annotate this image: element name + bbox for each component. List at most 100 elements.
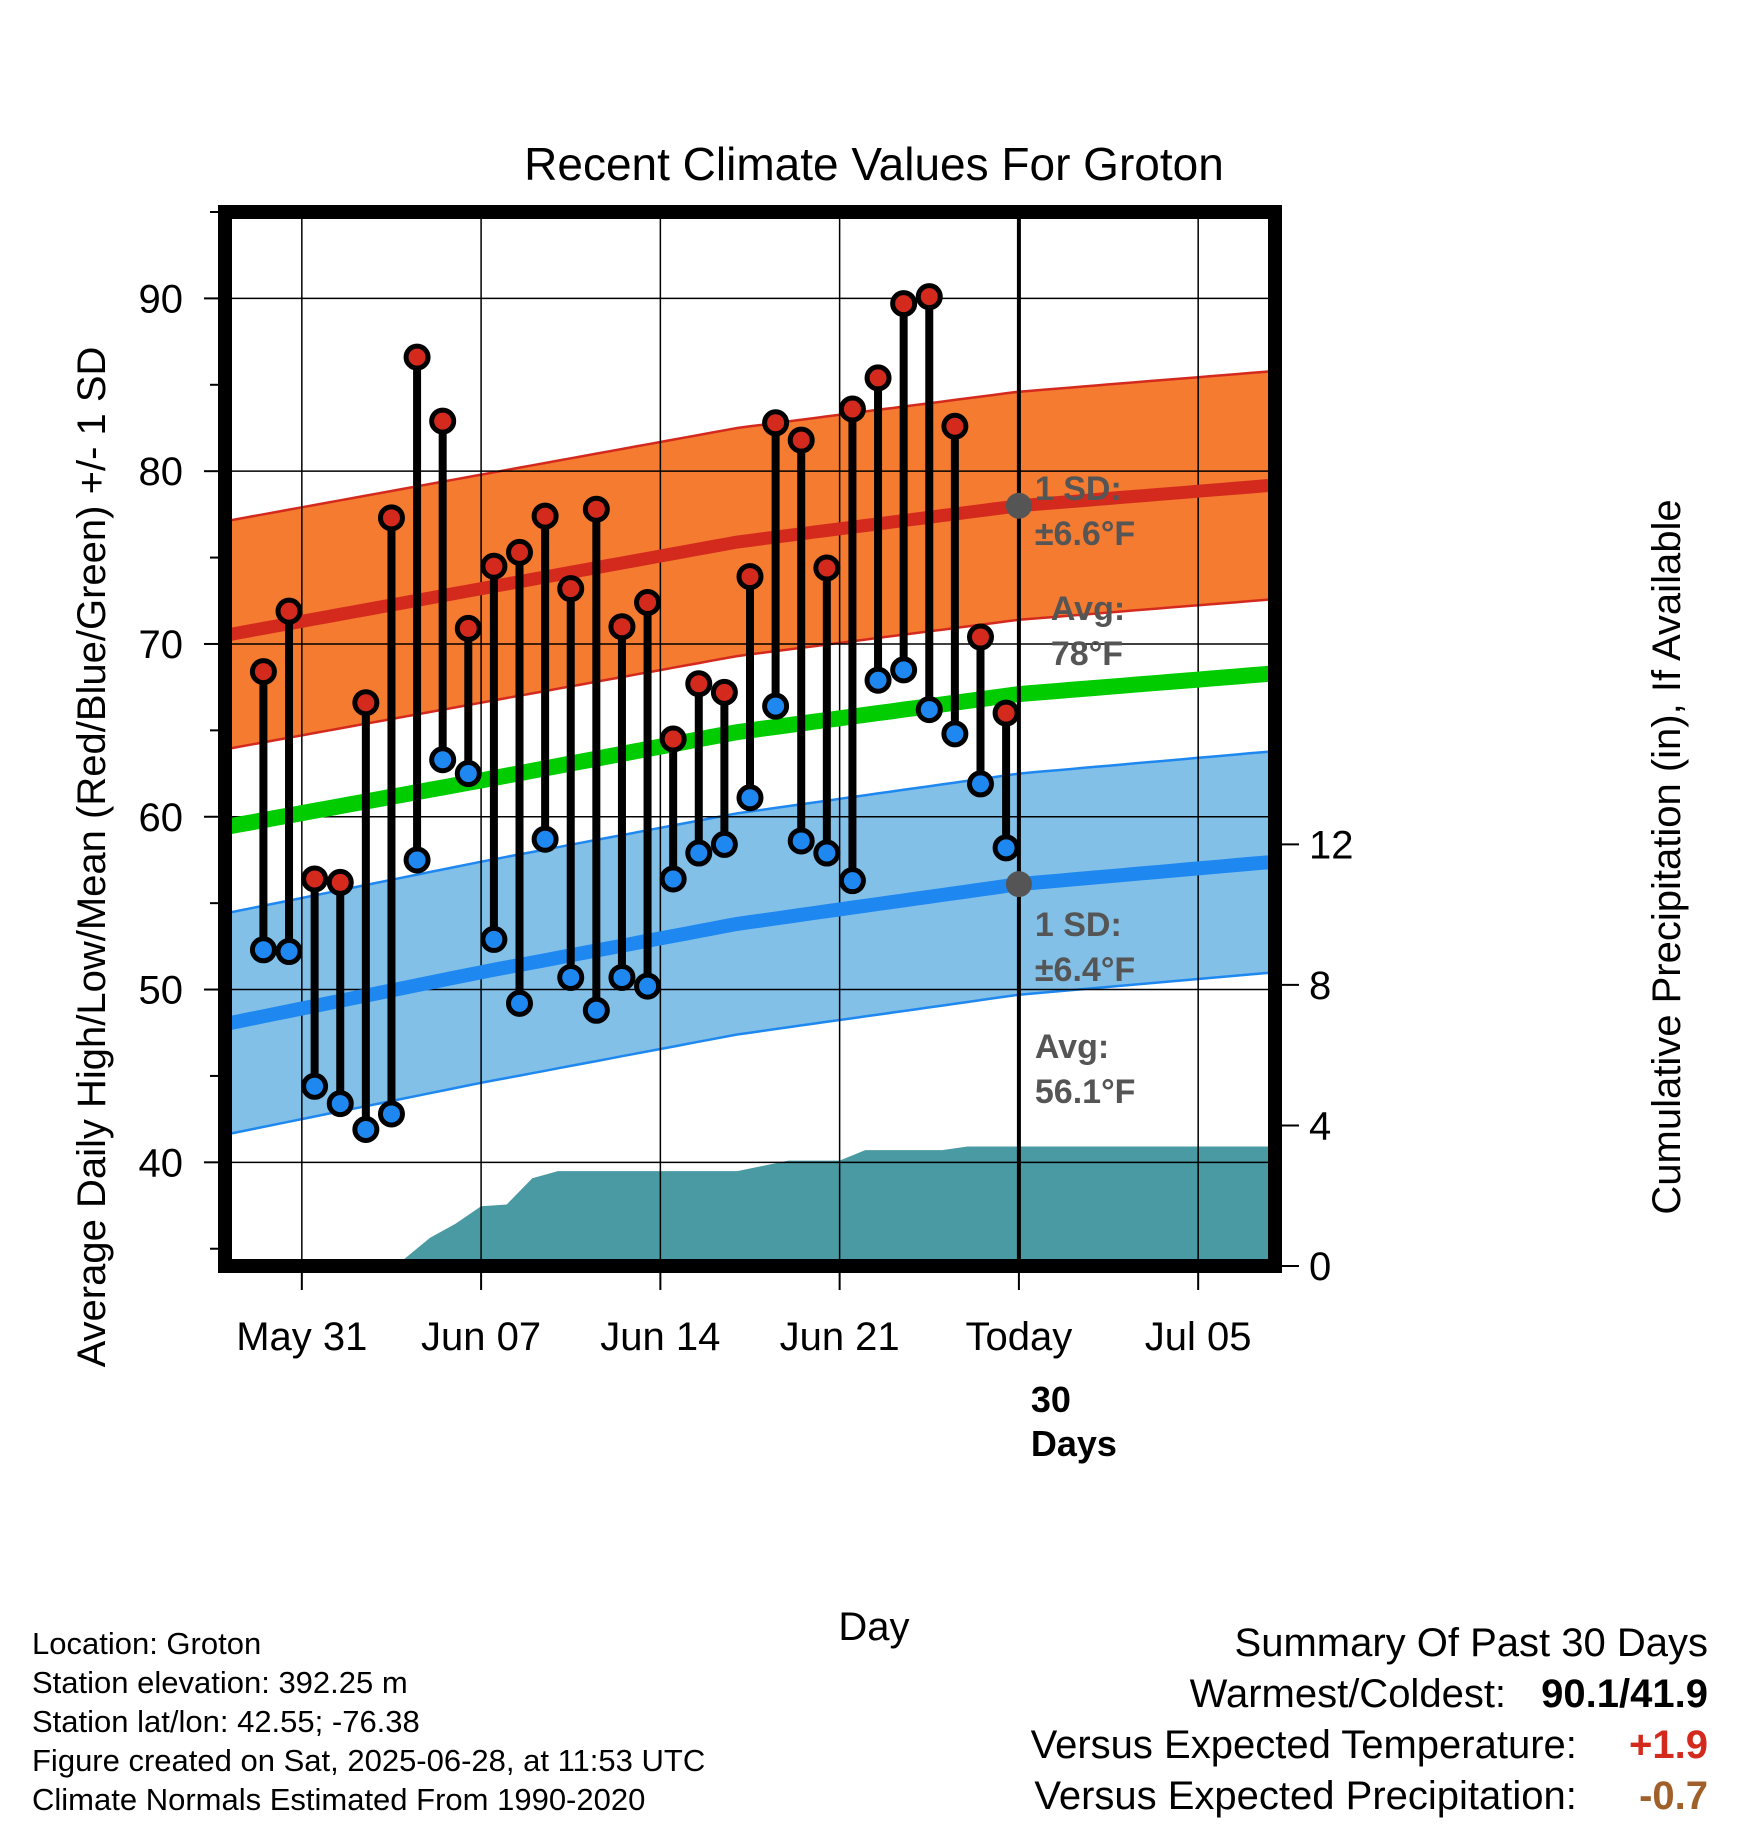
daily-low-point: [762, 692, 790, 720]
daily-low-point: [864, 666, 892, 694]
left-y-axis-label: Average Daily High/Low/Mean (Red/Blue/Gr…: [70, 347, 114, 1368]
daily-high-point: [352, 689, 380, 717]
daily-high-point: [301, 865, 329, 893]
daily-low-point: [736, 784, 764, 812]
daily-low-point: [480, 925, 508, 953]
daily-high-point: [403, 343, 431, 371]
high-avg-label: Avg:: [1051, 590, 1125, 628]
daily-low-point: [890, 656, 918, 684]
daily-high-point: [762, 409, 790, 437]
daily-high-point: [249, 658, 277, 686]
precip-anomaly-label: Versus Expected Precipitation:: [1034, 1774, 1577, 1818]
daily-high-point: [813, 554, 841, 582]
daily-high-point: [966, 623, 994, 651]
avg-high-line: [225, 478, 1275, 642]
summary-precip-row: Versus Expected Precipitation: -0.7: [1031, 1771, 1708, 1822]
right-tick-label: 8: [1309, 964, 1331, 1008]
bottom-tick-label: May 31: [236, 1315, 367, 1359]
right-tick-label: 0: [1309, 1245, 1331, 1289]
daily-high-point: [557, 575, 585, 603]
daily-low-point: [403, 846, 431, 874]
location-text: Location: Groton: [32, 1626, 262, 1661]
daily-high-point: [890, 290, 918, 318]
daily-low-point: [352, 1115, 380, 1143]
plot-area: [225, 212, 1275, 1266]
daily-low-point: [685, 839, 713, 867]
daily-low-point: [326, 1090, 354, 1118]
temp-anomaly-value: +1.9: [1629, 1723, 1708, 1767]
daily-high-point: [377, 504, 405, 532]
avg-low-line: [225, 854, 1275, 1031]
low-band-upper-edge: [225, 749, 1275, 915]
low-avg-value: 56.1°F: [1035, 1073, 1136, 1111]
low-band-lower-edge: [225, 971, 1275, 1136]
daily-low-point: [531, 825, 559, 853]
daily-low-point: [941, 720, 969, 748]
high-sd-value: ±6.6°F: [1035, 515, 1135, 553]
station-info: Location: Groton Station elevation: 392.…: [32, 1624, 705, 1819]
bottom-tick-label: Jun 21: [780, 1315, 900, 1359]
daily-high-point: [506, 538, 534, 566]
daily-low-point: [557, 963, 585, 991]
left-tick-label: 50: [139, 969, 184, 1013]
elevation-text: Station elevation: 392.25 m: [32, 1665, 408, 1700]
daily-low-point: [301, 1072, 329, 1100]
daily-low-point: [659, 865, 687, 893]
bottom-tick-label: Jul 05: [1145, 1315, 1252, 1359]
daily-low-point: [813, 839, 841, 867]
normals-text: Climate Normals Estimated From 1990-2020: [32, 1782, 646, 1817]
today-days-label: 30: [1031, 1379, 1071, 1420]
right-y-axis-label: Cumulative Precipitation (in), If Availa…: [1645, 499, 1689, 1214]
daily-high-point: [685, 670, 713, 698]
daily-low-point: [787, 827, 815, 855]
precip-anomaly-value: -0.7: [1639, 1774, 1708, 1818]
warm-cold-value: 90.1/41.9: [1541, 1672, 1708, 1716]
low-sd-label: 1 SD:: [1035, 906, 1122, 944]
daily-high-point: [941, 412, 969, 440]
daily-high-point: [787, 426, 815, 454]
created-text: Figure created on Sat, 2025-06-28, at 11…: [32, 1743, 706, 1778]
daily-low-point: [915, 696, 943, 724]
daily-high-point: [454, 614, 482, 642]
chart-title: Recent Climate Values For Groton: [524, 138, 1224, 190]
latlon-text: Station lat/lon: 42.55; -76.38: [32, 1704, 420, 1739]
daily-low-point: [966, 770, 994, 798]
daily-high-point: [736, 563, 764, 591]
daily-high-point: [531, 502, 559, 530]
today-avg-high-marker: [1005, 492, 1032, 519]
right-tick-label: 4: [1309, 1104, 1331, 1148]
daily-high-point: [608, 613, 636, 641]
daily-high-point: [710, 678, 738, 706]
today-avg-low-marker: [1005, 871, 1032, 898]
low-sd-value: ±6.4°F: [1035, 951, 1135, 989]
summary-panel: Summary Of Past 30 Days Warmest/Coldest:…: [1031, 1618, 1708, 1822]
daily-low-point: [377, 1100, 405, 1128]
left-tick-label: 90: [139, 277, 184, 321]
daily-high-point: [992, 699, 1020, 727]
high-avg-value: 78°F: [1051, 635, 1123, 673]
left-tick-label: 40: [139, 1141, 184, 1185]
daily-high-point: [429, 407, 457, 435]
daily-low-point: [838, 867, 866, 895]
x-axis-label: Day: [838, 1605, 909, 1649]
left-tick-label: 60: [139, 796, 184, 840]
daily-high-point: [864, 364, 892, 392]
daily-high-point: [480, 552, 508, 580]
warm-cold-label: Warmest/Coldest:: [1189, 1672, 1507, 1716]
summary-title: Summary Of Past 30 Days: [1234, 1621, 1708, 1665]
daily-low-point: [454, 760, 482, 788]
today-days-label-2: Days: [1031, 1423, 1117, 1464]
daily-low-point: [634, 972, 662, 1000]
temp-anomaly-label: Versus Expected Temperature:: [1030, 1723, 1577, 1767]
high-band-upper-edge: [225, 369, 1275, 523]
left-tick-label: 80: [139, 450, 184, 494]
bottom-tick-label: Today: [966, 1315, 1073, 1359]
low-avg-label: Avg:: [1035, 1028, 1109, 1066]
daily-high-point: [915, 283, 943, 311]
summary-warm-cold-row: Warmest/Coldest: 90.1/41.9: [1031, 1669, 1708, 1720]
daily-high-point: [659, 725, 687, 753]
high-sd-band: [225, 371, 1275, 750]
high-sd-label: 1 SD:: [1035, 470, 1122, 508]
